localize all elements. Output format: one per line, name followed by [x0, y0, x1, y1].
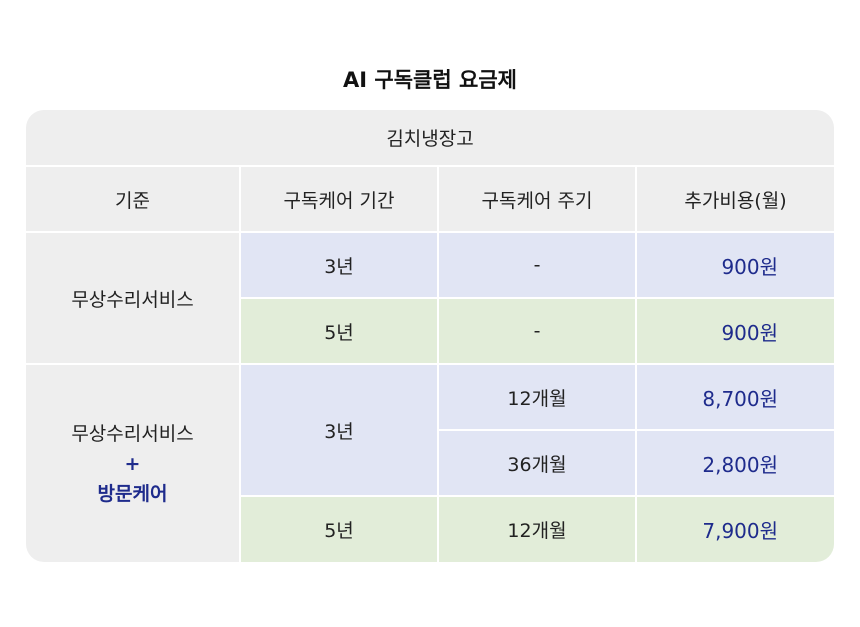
table-row: 5년 - 900원 — [26, 297, 834, 365]
cycle-cell: 12개월 — [437, 363, 637, 431]
period-cell: 3년 — [239, 231, 439, 299]
product-name-cell: 김치냉장고 — [26, 110, 834, 167]
period-cell: 3년 — [239, 363, 439, 497]
cycle-cell: - — [437, 297, 637, 365]
cycle-cell: 12개월 — [437, 495, 637, 562]
table-row: 5년 12개월 7,900원 — [26, 495, 834, 562]
pricing-table: 김치냉장고 기준 구독케어 기간 구독케어 주기 추가비용(월) 무상수리서비스… — [26, 110, 834, 562]
plus-sign: + — [124, 452, 141, 475]
cycle-cell: - — [437, 231, 637, 299]
category-cell-free-repair: 무상수리서비스 — [26, 231, 241, 365]
category-cell-repair-plus-visit: 무상수리서비스 + 방문케어 — [26, 363, 241, 562]
cycle-cell: 36개월 — [437, 429, 637, 497]
header-care-period: 구독케어 기간 — [239, 165, 439, 233]
period-cell: 5년 — [239, 297, 439, 365]
price-cell: 7,900원 — [634, 495, 834, 562]
price-cell: 2,800원 — [634, 429, 834, 497]
period-cell: 5년 — [239, 495, 439, 562]
header-care-cycle: 구독케어 주기 — [437, 165, 637, 233]
category-line-visit-care: 방문케어 — [97, 482, 168, 505]
pricing-table-container: 김치냉장고 기준 구독케어 기간 구독케어 주기 추가비용(월) 무상수리서비스… — [26, 110, 834, 562]
category-line-free-repair: 무상수리서비스 — [71, 422, 194, 445]
header-criteria: 기준 — [26, 165, 241, 233]
price-cell: 8,700원 — [634, 363, 834, 431]
price-cell: 900원 — [634, 231, 834, 299]
header-row: 기준 구독케어 기간 구독케어 주기 추가비용(월) — [26, 165, 834, 233]
product-row: 김치냉장고 — [26, 110, 834, 167]
page-title: AI 구독클럽 요금제 — [343, 68, 517, 92]
price-cell: 900원 — [634, 297, 834, 365]
header-extra-cost: 추가비용(월) — [634, 165, 834, 233]
table-row: 무상수리서비스 3년 - 900원 — [26, 231, 834, 365]
table-row: 36개월 2,800원 — [26, 429, 834, 497]
table-row: 무상수리서비스 + 방문케어 3년 12개월 8,700원 — [26, 363, 834, 562]
